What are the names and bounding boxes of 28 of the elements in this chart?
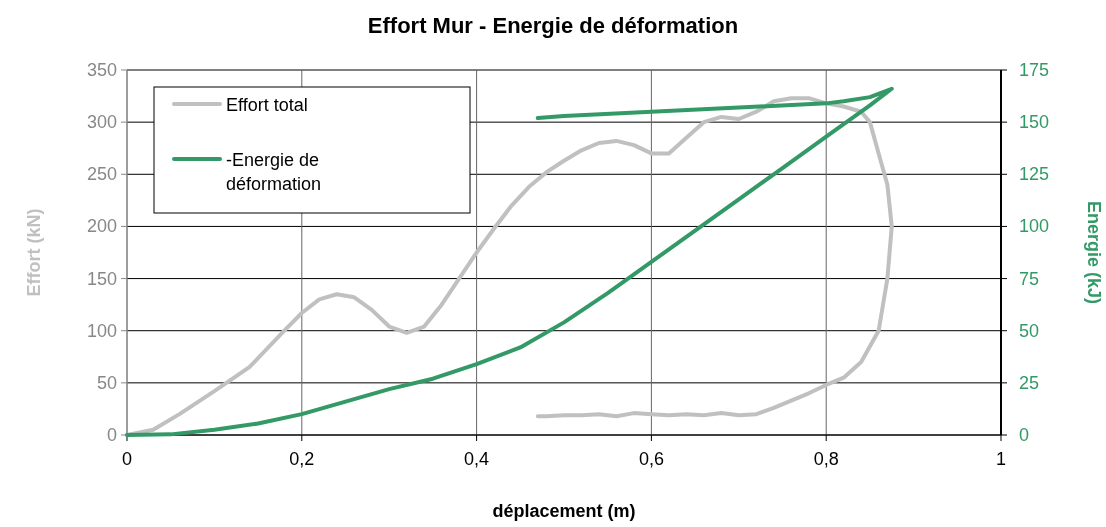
x-axis-title: déplacement (m) xyxy=(492,501,636,521)
x-tick-label: 0,4 xyxy=(464,449,490,469)
y-tick-label: 200 xyxy=(86,216,117,237)
chart-title: Effort Mur - Energie de déformation xyxy=(367,13,739,38)
y-axis-title: Effort (kN) xyxy=(24,208,44,297)
x-tick-label: 0 xyxy=(121,449,133,469)
y2-tick-label: 25 xyxy=(1019,372,1040,393)
y-tick-label: 100 xyxy=(86,320,117,341)
legend-label: -Energie de déformation xyxy=(226,150,322,194)
x-tick-label: 0,6 xyxy=(638,449,664,469)
y2-tick-label: 175 xyxy=(1019,60,1050,80)
y-tick-label: 350 xyxy=(86,60,117,80)
y2-tick-label: 0 xyxy=(1019,425,1030,445)
y2-axis-title: Energie (kJ) xyxy=(1084,200,1104,305)
x-tick-label: 1 xyxy=(995,449,1007,469)
y2-tick-label: 50 xyxy=(1019,320,1040,341)
y-tick-label: 50 xyxy=(96,372,117,393)
y-tick-label: 150 xyxy=(86,268,117,289)
y-tick-label: 0 xyxy=(106,425,117,445)
y2-tick-label: 75 xyxy=(1019,268,1040,289)
y2-tick-label: 100 xyxy=(1019,216,1050,237)
y-tick-label: 250 xyxy=(86,164,117,185)
legend-label: Effort total xyxy=(226,95,308,115)
y2-tick-label: 150 xyxy=(1019,112,1050,133)
y2-tick-label: 125 xyxy=(1019,164,1050,185)
x-tick-label: 0,8 xyxy=(813,449,839,469)
x-tick-label: 0,2 xyxy=(289,449,315,469)
y-tick-label: 300 xyxy=(86,112,117,133)
